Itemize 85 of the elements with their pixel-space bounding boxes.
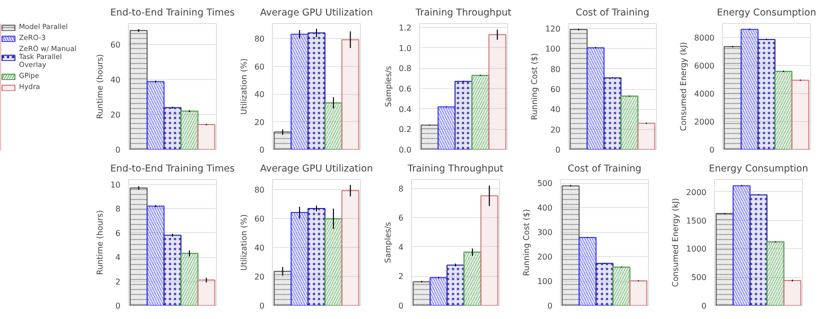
bar <box>341 39 360 150</box>
y-tick-label: 0 <box>398 302 404 310</box>
y-tick-label: 40 <box>254 244 265 253</box>
y-tick-label: 80 <box>550 64 561 74</box>
y-tick-label: 60 <box>254 214 265 224</box>
chart-title: End-to-End Training Times <box>110 164 235 174</box>
y-tick-label: 0 <box>709 146 715 154</box>
y-tick-label: 1.0 <box>398 44 412 53</box>
y-tick-label: 1000 <box>686 244 706 254</box>
y-tick-label: 6 <box>115 228 121 238</box>
chart-title: Training Throughput <box>406 164 504 174</box>
y-tick-label: 80 <box>254 186 265 195</box>
bar <box>783 280 802 306</box>
y-tick-label: 4 <box>398 242 404 252</box>
y-tick-label: 0 <box>555 146 561 154</box>
y-tick-label: 6 <box>398 214 404 223</box>
y-axis-title: Samples/s <box>384 66 393 108</box>
chart-title: Energy Consumption <box>716 8 816 18</box>
y-tick-label: 4000 <box>694 90 714 98</box>
y-tick-label: 120 <box>545 24 561 34</box>
y-tick-label: 20 <box>254 118 265 127</box>
y-tick-label: 40 <box>254 90 265 100</box>
bar <box>341 190 360 306</box>
chart-title: Energy Consumption <box>708 164 808 174</box>
y-tick-label: 8000 <box>694 34 714 42</box>
bar <box>629 280 648 306</box>
y-tick-label: 0.0 <box>398 146 412 154</box>
y-tick-label: 10 <box>110 180 121 190</box>
y-axis-title: Runtime (hours) <box>95 210 104 275</box>
y-tick-label: 500 <box>691 273 707 282</box>
y-tick-label: 0 <box>115 146 121 154</box>
chart-title: Average GPU Utilization <box>260 8 373 18</box>
y-tick-label: 0.6 <box>398 84 412 94</box>
chart-title: Average GPU Utilization <box>260 164 373 174</box>
bar <box>197 280 216 306</box>
y-axis-title: Running Cost ($) <box>530 53 540 120</box>
y-tick-label: 0.8 <box>398 64 412 74</box>
y-tick-label: 2 <box>398 272 404 282</box>
y-tick-label: 20 <box>254 272 265 282</box>
y-tick-label: 8 <box>398 184 404 194</box>
bar <box>637 122 656 150</box>
y-tick-label: 2000 <box>694 118 714 126</box>
y-tick-label: 100 <box>545 44 561 54</box>
y-tick-label: 2 <box>115 277 121 286</box>
y-axis-title: Samples/s <box>383 222 392 264</box>
y-tick-label: 60 <box>254 62 265 72</box>
y-tick-label: 1.2 <box>398 24 412 33</box>
y-axis-title: Utilization (%) <box>239 58 248 115</box>
y-tick-label: 4 <box>115 253 121 262</box>
chart-title: Training Throughput <box>414 8 512 18</box>
y-tick-label: 1500 <box>686 216 706 226</box>
y-tick-label: 100 <box>537 277 553 286</box>
y-tick-label: 0 <box>701 302 707 310</box>
y-axis-title: Runtime (hours) <box>95 54 104 119</box>
y-tick-label: 2000 <box>686 188 706 197</box>
y-tick-label: 0 <box>259 302 265 310</box>
y-tick-label: 0 <box>547 302 553 310</box>
bar <box>488 34 506 150</box>
y-axis-title: Consumed Energy (kJ) <box>671 198 680 287</box>
y-tick-label: 8 <box>115 204 121 214</box>
y-tick-label: 80 <box>254 34 265 44</box>
y-tick-label: 60 <box>550 85 561 94</box>
y-tick-label: 0 <box>259 146 265 154</box>
y-tick-label: 0 <box>115 302 121 310</box>
bar <box>197 124 216 150</box>
y-tick-label: 60 <box>110 40 121 50</box>
y-tick-label: 20 <box>110 110 121 120</box>
y-tick-label: 200 <box>537 252 553 262</box>
y-axis-title: Consumed Energy (kJ) <box>679 42 688 131</box>
bar <box>791 80 810 150</box>
bar <box>480 195 498 306</box>
y-tick-label: 6000 <box>694 62 714 70</box>
y-tick-label: 500 <box>537 179 553 188</box>
y-axis-title: Running Cost ($) <box>522 209 532 276</box>
y-tick-label: 20 <box>550 125 561 134</box>
chart-title: End-to-End Training Times <box>110 8 235 18</box>
y-tick-label: 40 <box>550 105 561 114</box>
y-tick-label: 0.4 <box>398 104 412 114</box>
chart-title: Cost of Training <box>576 8 650 18</box>
y-tick-label: 40 <box>110 76 121 84</box>
chart-title: Cost of Training <box>568 164 642 174</box>
y-axis-title: Utilization (%) <box>239 214 248 271</box>
y-tick-label: 400 <box>537 204 553 213</box>
y-tick-label: 0.2 <box>398 125 412 134</box>
y-tick-label: 300 <box>537 228 553 238</box>
